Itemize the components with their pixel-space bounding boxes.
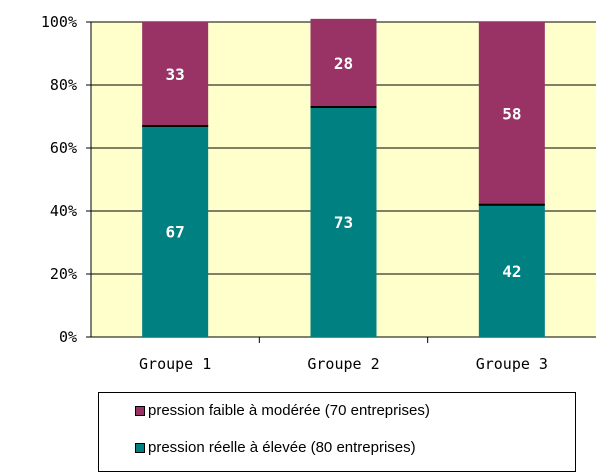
bar-faible <box>142 22 209 126</box>
bar-faible <box>478 22 545 205</box>
x-category-label: Groupe 3 <box>476 355 548 373</box>
y-tick-label: 0% <box>59 328 77 346</box>
y-tick-label: 40% <box>50 202 77 220</box>
y-tick-label: 20% <box>50 265 77 283</box>
y-tick-label: 80% <box>50 76 77 94</box>
legend-item-faible: pression faible à modérée (70 entreprise… <box>135 402 430 419</box>
bar-faible <box>310 18 377 108</box>
bar-reelle <box>142 125 209 337</box>
bar-reelle <box>478 204 545 337</box>
plot-area: 0% 20% 40% 60% 80% 100% 67 33 Groupe 1 73 28 Groupe… <box>41 13 596 373</box>
y-tick-label: 100% <box>41 13 77 31</box>
data-label: 28 <box>334 54 353 73</box>
legend-swatch-reelle <box>135 442 145 453</box>
legend-label-faible: pression faible à modérée (70 entreprise… <box>148 402 430 419</box>
legend-label-reelle: pression réelle à élevée (80 entreprises… <box>148 439 416 456</box>
x-category-label: Groupe 2 <box>307 355 379 373</box>
bar-reelle <box>310 107 377 337</box>
data-label: 67 <box>166 222 185 241</box>
legend-item-reelle: pression réelle à élevée (80 entreprises… <box>135 439 416 456</box>
chart: 0% 20% 40% 60% 80% 100% 67 33 Groupe 1 73 28 Groupe… <box>41 13 596 373</box>
y-tick-label: 60% <box>50 139 77 157</box>
legend: pression faible à modérée (70 entreprise… <box>98 392 576 472</box>
x-category-label: Groupe 1 <box>139 355 211 373</box>
data-label: 33 <box>166 65 185 84</box>
data-label: 58 <box>502 104 521 123</box>
data-label: 73 <box>334 213 353 232</box>
data-label: 42 <box>502 262 521 281</box>
legend-swatch-faible <box>135 405 145 416</box>
